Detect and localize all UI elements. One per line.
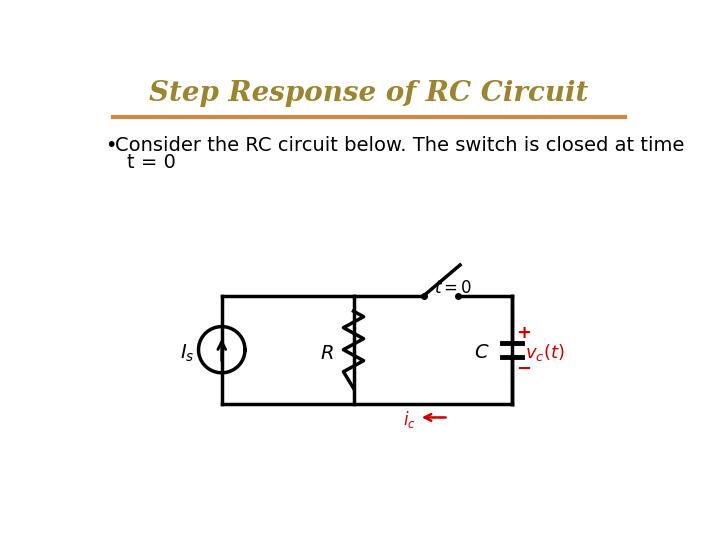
Text: $C$: $C$: [474, 342, 489, 361]
Text: t = 0: t = 0: [127, 153, 176, 172]
Text: $I_s$: $I_s$: [179, 343, 194, 364]
Text: •: •: [106, 136, 117, 154]
Text: Consider the RC circuit below. The switch is closed at time: Consider the RC circuit below. The switc…: [114, 136, 684, 154]
Text: Step Response of RC Circuit: Step Response of RC Circuit: [149, 80, 589, 107]
Text: $i_c$: $i_c$: [403, 408, 416, 429]
Text: $v_c(t)$: $v_c(t)$: [525, 341, 564, 362]
Text: +: +: [516, 324, 531, 342]
Text: $t = 0$: $t = 0$: [434, 279, 473, 297]
Text: $R$: $R$: [320, 344, 334, 363]
Text: −: −: [516, 360, 531, 378]
